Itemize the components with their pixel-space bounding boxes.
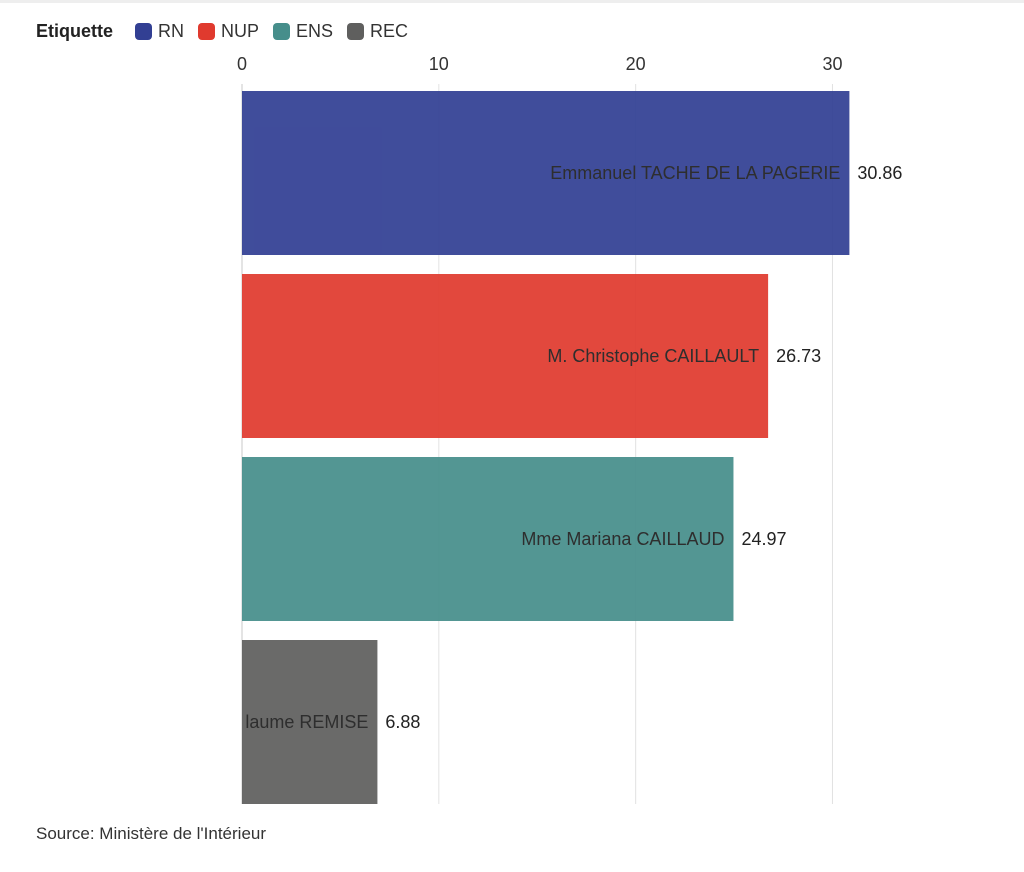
x-axis-ticks: 0 10 20 30 — [237, 54, 842, 74]
legend-label-ens: ENS — [296, 20, 334, 41]
bar-rn[interactable] — [242, 91, 850, 255]
bar-rec[interactable] — [242, 640, 378, 804]
top-divider — [0, 0, 1024, 3]
legend-label-rn: RN — [158, 20, 185, 41]
bar-nup[interactable] — [242, 274, 769, 438]
legend-item-rec[interactable]: REC — [347, 21, 408, 42]
x-tick-label: 30 — [822, 54, 842, 74]
source-note: Source: Ministère de l'Intérieur — [36, 824, 267, 843]
legend-label-rec: REC — [370, 20, 409, 41]
bar-category-label: M. Christophe CAILLAULT — [547, 346, 759, 366]
legend-item-nup[interactable]: NUP — [198, 21, 259, 42]
legend-item-rn[interactable]: RN — [135, 21, 184, 42]
bar-value-label: 6.88 — [385, 712, 420, 732]
bar-value-label: 24.97 — [741, 529, 786, 549]
legend-swatch-ens — [273, 22, 291, 40]
x-tick-label: 20 — [626, 54, 646, 74]
x-tick-label: 0 — [237, 54, 247, 74]
legend: Etiquette RN NUP ENS REC — [36, 18, 422, 44]
legend-label-nup: NUP — [221, 20, 260, 41]
legend-item-ens[interactable]: ENS — [273, 21, 333, 42]
bar-value-label: 26.73 — [776, 346, 821, 366]
legend-swatch-rec — [347, 22, 365, 40]
x-tick-label: 10 — [429, 54, 449, 74]
bar-category-label: Emmanuel TACHE DE LA PAGERIE — [550, 163, 840, 183]
legend-title: Etiquette — [36, 20, 114, 41]
legend-swatch-nup — [198, 22, 216, 40]
bar-category-label: laume REMISE — [245, 712, 368, 732]
bar-category-label: Mme Mariana CAILLAUD — [521, 529, 724, 549]
bar-ens[interactable] — [242, 457, 734, 621]
bar-value-label: 30.86 — [857, 163, 902, 183]
legend-swatch-rn — [135, 22, 153, 40]
bars: Emmanuel TACHE DE LA PAGERIE 30.86 M. Chri… — [242, 91, 902, 804]
